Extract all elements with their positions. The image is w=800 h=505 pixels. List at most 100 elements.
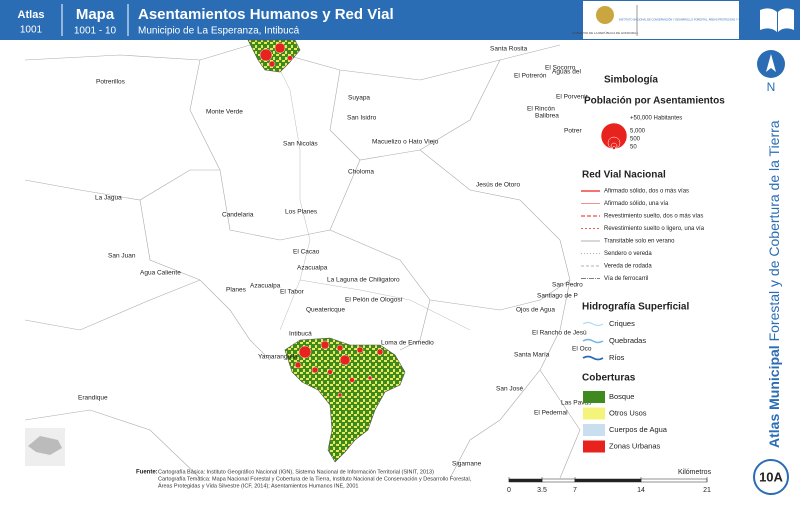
scale-segment: [574, 478, 642, 483]
boundaries: [24, 44, 581, 479]
road-label: Vereda de rodada: [604, 264, 652, 270]
place-label: El Potrerón: [514, 73, 547, 80]
hydro-label: Ríos: [609, 353, 625, 362]
logo-emblem: [596, 6, 614, 24]
hydro-label: Criques: [609, 319, 635, 328]
legend-title: Simbología: [604, 75, 658, 86]
cover-label: Otros Usos: [609, 408, 647, 417]
cover-swatch: [583, 440, 605, 453]
sheet-badge: [753, 459, 789, 495]
place-label: Potrerillos: [96, 79, 126, 86]
population-size: +50,000 Habitantes: [630, 116, 682, 122]
atlas-code: 1001: [20, 25, 43, 36]
road-label: Afirmado sólido, dos o más vías: [604, 189, 689, 195]
place-label: Jesús de Otoro: [476, 182, 520, 189]
place-label: El Socorro: [545, 65, 576, 72]
place-label: Potrer: [564, 128, 583, 135]
map: [24, 39, 750, 479]
place-label: La Jagua: [95, 195, 122, 202]
municipality-north: [247, 39, 301, 73]
cover-title: Coberturas: [582, 373, 636, 384]
hydro-symbol: [582, 322, 604, 326]
scale-segment: [640, 478, 708, 483]
place-label: Aguas del: [552, 69, 581, 76]
north-label: N: [767, 80, 776, 94]
atlas-side-bold: Atlas Municipal: [766, 345, 782, 448]
urban-points: [259, 42, 384, 398]
scale-segment: [541, 478, 576, 483]
cover-swatch: [583, 407, 605, 420]
place-label: Azacualpa: [297, 265, 328, 272]
road-label: Afirmado sólido, una vía: [604, 201, 669, 207]
place-label: Erandique: [78, 395, 108, 402]
sheet-label: 10A: [759, 469, 783, 484]
place-label: San Isidro: [347, 115, 377, 122]
place-label: Agua Caliente: [140, 270, 181, 277]
map-code: 1001 - 10: [74, 26, 117, 37]
book-icon: [760, 8, 794, 32]
population-size: 500: [630, 137, 641, 143]
place-label: La Laguna de Chiligatoro: [327, 277, 400, 284]
place-label: Intibucá: [289, 331, 312, 338]
place-label: Queatericque: [306, 307, 345, 314]
place-label: Azacualpa: [250, 283, 281, 290]
scale-tick-label: 14: [637, 487, 645, 494]
place-label: Santa Rosita: [490, 46, 528, 53]
scale-tick-label: 3.5: [537, 487, 547, 494]
place-label: Balibrea: [535, 113, 559, 120]
logo-left-text: GOBIERNO DE LA REPÚBLICA DE HONDURAS: [572, 30, 638, 35]
scale-bar: 0 3.5 7 14 21 Kilómetros: [507, 469, 712, 494]
locator-shape: [28, 436, 62, 455]
place-label: El Rincón: [527, 106, 555, 113]
hydro-symbol: [582, 355, 604, 361]
hydro-symbol: [582, 338, 604, 344]
place-label: Planes: [226, 287, 247, 294]
place-label: Macuelizo o Hato Viejo: [372, 139, 439, 146]
road-label: Revestimiento suelto, dos o más vías: [604, 214, 703, 220]
subtitle: Municipio de La Esperanza, Intibucá: [138, 26, 300, 37]
place-label: Los Planes: [285, 209, 318, 216]
place-label: El Oco: [572, 346, 592, 353]
population-title: Población por Asentamientos: [584, 96, 725, 107]
place-label: El Pelón de Ologosí: [345, 297, 403, 304]
roads-title: Red Vial Nacional: [582, 170, 666, 181]
title: Asentamientos Humanos y Red Vial: [138, 6, 394, 23]
road-label: Sendero o vereda: [604, 251, 652, 257]
scale-tick-label: 7: [573, 487, 577, 494]
map-label: Mapa: [76, 6, 115, 23]
cover-label: Cuerpos de Agua: [609, 425, 668, 434]
hydro-label: Quebradas: [609, 336, 646, 345]
place-label: El Tabor: [280, 289, 305, 296]
cover-label: Bosque: [609, 392, 634, 401]
place-label: Las Pavas: [561, 400, 592, 407]
place-label: El Rancho de Jesú: [532, 330, 587, 337]
place-label: San Pedro: [552, 282, 583, 289]
hydro-title: Hidrografía Superficial: [582, 302, 689, 313]
population-size: 5,000: [630, 129, 646, 135]
cover-swatch: [583, 424, 605, 436]
scale-segment: [508, 478, 543, 483]
place-label: Santa María: [514, 352, 550, 359]
cover-label: Zonas Urbanas: [609, 441, 661, 450]
place-label: Sigamane: [452, 461, 482, 468]
place-label: San José: [496, 386, 523, 393]
atlas-side-rest: Forestal y de Cobertura de la Tierra: [766, 120, 782, 341]
road-label: Vía de ferrocarril: [604, 276, 648, 282]
place-label: Suyapa: [348, 95, 370, 102]
source-line: Áreas Protegidas y Vida Silvestre (ICF, …: [158, 482, 358, 489]
source-line: Cartografía Básica: Instituto Geográfico…: [158, 469, 434, 475]
road-label: Revestimiento suelto o ligero, una vía: [604, 226, 705, 232]
scale-unit: Kilómetros: [678, 469, 712, 476]
place-label: El Porvenir: [556, 94, 589, 101]
population-size: 50: [630, 145, 637, 151]
place-label: Santiago de P: [537, 293, 578, 300]
scale-tick-label: 21: [703, 487, 711, 494]
logo-right-text: INSTITUTO NACIONAL DE CONSERVACIÓN Y DES…: [619, 17, 759, 22]
north-arrow: [766, 54, 776, 72]
atlas-label: Atlas: [18, 9, 45, 21]
atlas-side-title: Atlas Municipal Forestal y de Cobertura …: [766, 120, 782, 448]
place-label: El Pedernal: [534, 410, 568, 417]
legend: Simbología Población por Asentamientos +…: [581, 75, 725, 453]
